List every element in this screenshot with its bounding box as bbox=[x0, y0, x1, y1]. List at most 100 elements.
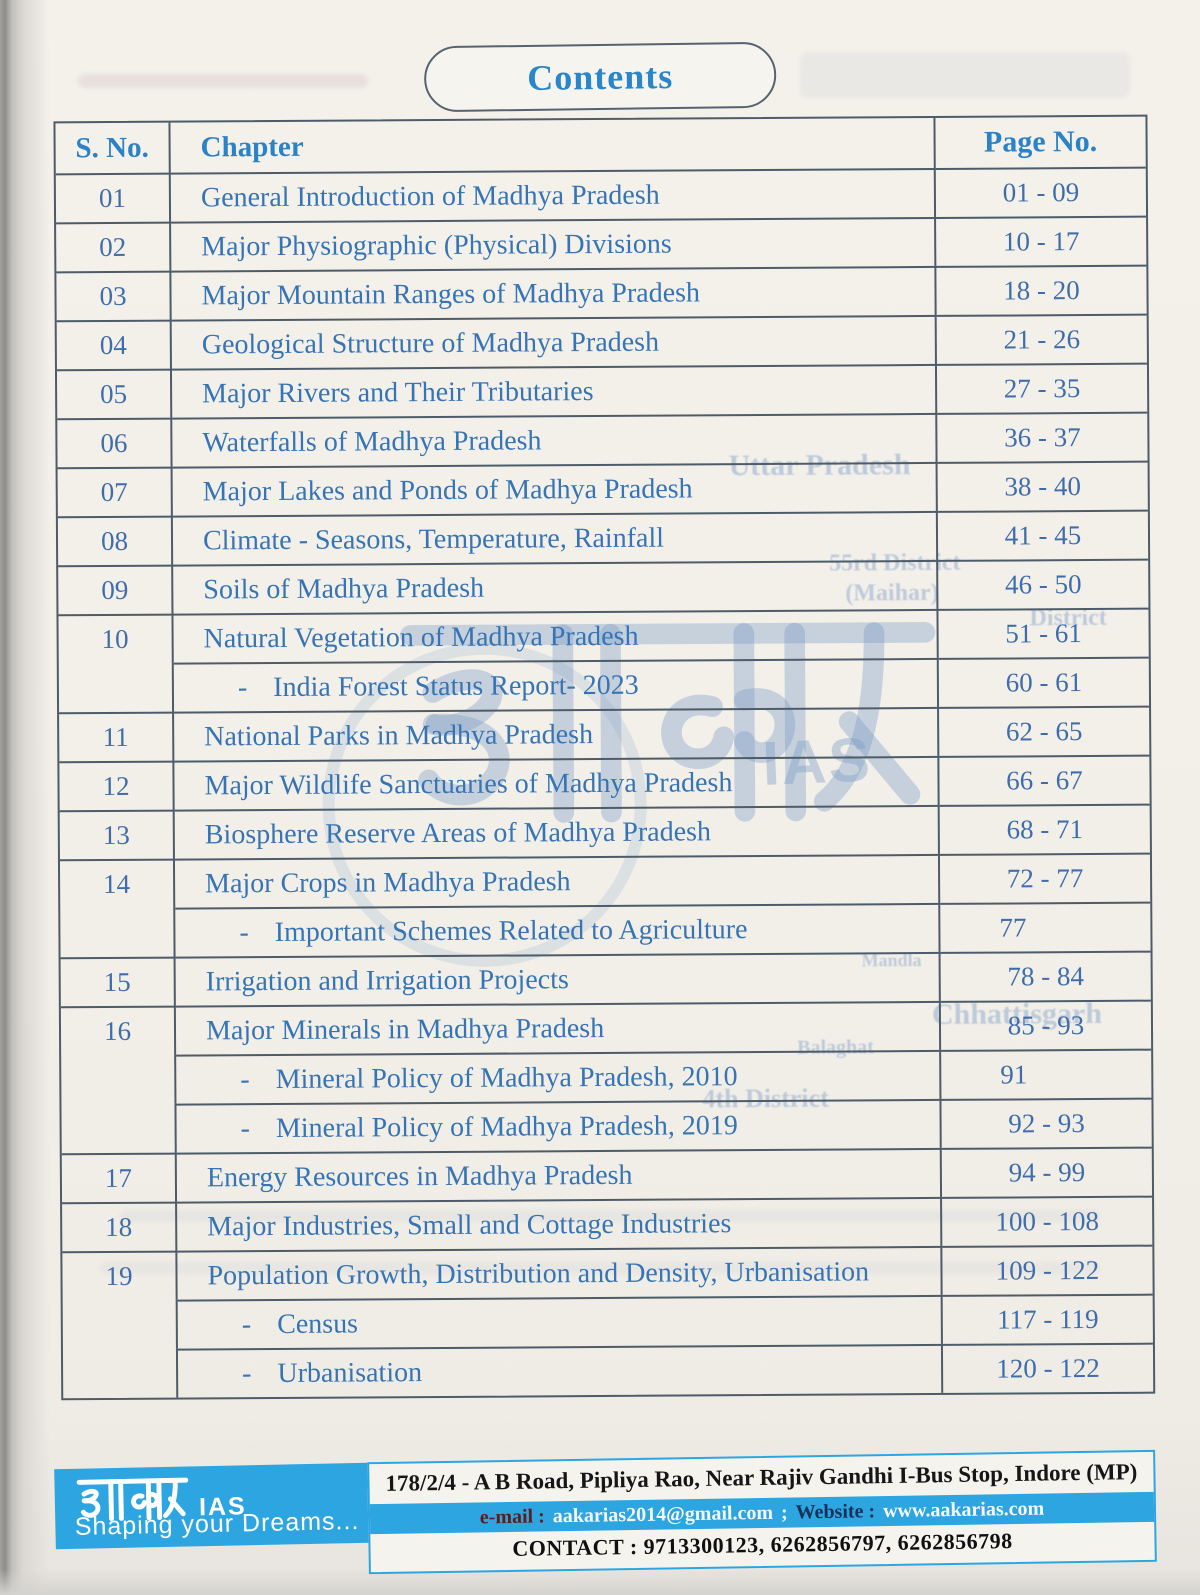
publisher-brand-block: IAS Shaping your Dreams... bbox=[54, 1462, 370, 1550]
row-chapter: Major Industries, Small and Cottage Indu… bbox=[177, 1196, 943, 1251]
page-range: 18 - 20 bbox=[1003, 275, 1080, 306]
chapter-title: Major Lakes and Ponds of Madhya Pradesh bbox=[202, 472, 693, 507]
row-pages: 91 bbox=[941, 1048, 1152, 1099]
table-row: 07 Major Lakes and Ponds of Madhya Prades… bbox=[57, 460, 1148, 517]
table-row: 15 Irrigation and Irrigation Projects 78 -… bbox=[60, 950, 1151, 1007]
row-chapter: - Mineral Policy of Madhya Pradesh, 2019 bbox=[176, 1098, 942, 1153]
table-row: - Census 117 - 119 bbox=[62, 1293, 1153, 1350]
table-row: - Important Schemes Related to Agricultur… bbox=[60, 901, 1151, 958]
contents-table: S. No. Chapter Page No. 01 General Introd… bbox=[53, 114, 1156, 1401]
chapter-title: India Forest Status Report- 2023 bbox=[273, 669, 639, 703]
page-range: 46 - 50 bbox=[1004, 569, 1082, 600]
chapter-title: Mineral Policy of Madhya Pradesh, 2019 bbox=[275, 1109, 738, 1144]
row-pages: 72 - 77 bbox=[939, 852, 1151, 903]
table-row: 02 Major Physiographic (Physical) Divisio… bbox=[56, 215, 1147, 272]
page-range: 60 - 61 bbox=[1005, 667, 1083, 698]
page-range: 41 - 45 bbox=[1004, 520, 1082, 551]
separator: ; bbox=[780, 1501, 788, 1524]
page-range: 01 - 09 bbox=[1002, 177, 1080, 208]
chapter-title: Waterfalls of Madhya Pradesh bbox=[202, 424, 542, 458]
row-chapter: Major Rivers and Their Tributaries bbox=[171, 363, 938, 418]
chapter-title: Major Rivers and Their Tributaries bbox=[202, 375, 594, 409]
row-serial bbox=[61, 1054, 177, 1105]
row-serial: 07 bbox=[57, 466, 173, 517]
table-row: - India Forest Status Report- 2023 60 - 61 bbox=[58, 656, 1150, 713]
page-range: 120 - 122 bbox=[996, 1352, 1100, 1384]
row-chapter: - India Forest Status Report- 2023 bbox=[173, 657, 940, 712]
page-range: 27 - 35 bbox=[1003, 373, 1081, 404]
row-serial bbox=[62, 1348, 179, 1399]
row-chapter: - Important Schemes Related to Agricultur… bbox=[175, 902, 941, 957]
row-chapter: Major Crops in Madhya Pradesh bbox=[174, 853, 941, 908]
table-row: 13 Biosphere Reserve Areas of Madhya Prad… bbox=[59, 803, 1150, 860]
email-value: aakarias2014@gmail.com bbox=[552, 1501, 774, 1527]
table-row: 18 Major Industries, Small and Cottage In… bbox=[62, 1195, 1153, 1252]
row-chapter: Waterfalls of Madhya Pradesh bbox=[172, 412, 938, 467]
row-pages: 62 - 65 bbox=[939, 705, 1150, 756]
bleedthrough-smudge bbox=[100, 1262, 1100, 1274]
row-serial bbox=[62, 1299, 178, 1350]
row-serial: 03 bbox=[56, 270, 172, 321]
sub-item-dash: - bbox=[241, 1308, 252, 1340]
row-pages: 46 - 50 bbox=[938, 558, 1149, 609]
email-label: e-mail : bbox=[479, 1504, 545, 1528]
row-chapter: National Parks in Madhya Pradesh bbox=[174, 706, 940, 761]
row-serial: 04 bbox=[56, 319, 172, 370]
aakar-devanagari-logo-icon bbox=[399, 621, 936, 823]
sub-item-dash: - bbox=[240, 1063, 250, 1095]
row-serial bbox=[60, 907, 176, 958]
table-row: 10 Natural Vegetation of Madhya Pradesh 51… bbox=[58, 607, 1149, 664]
page-range: 66 - 67 bbox=[1006, 765, 1083, 796]
page-range: 92 - 93 bbox=[1008, 1108, 1085, 1139]
table-row: 01 General Introduction of Madhya Pradesh… bbox=[55, 166, 1147, 223]
chapter-title: Major Minerals in Madhya Pradesh bbox=[205, 1012, 605, 1046]
chapter-title: Soils of Madhya Pradesh bbox=[203, 572, 485, 605]
bleedthrough-smudge bbox=[120, 1210, 1100, 1222]
row-pages: 92 - 93 bbox=[941, 1097, 1152, 1148]
row-chapter: Climate - Seasons, Temperature, Rainfall bbox=[172, 510, 939, 565]
row-serial: 18 bbox=[62, 1201, 178, 1252]
page-range: 10 - 17 bbox=[1002, 226, 1080, 257]
page-range: 21 - 26 bbox=[1003, 324, 1081, 355]
table-header-row: S. No. Chapter Page No. bbox=[55, 117, 1145, 174]
chapter-title: Major Industries, Small and Cottage Indu… bbox=[207, 1207, 732, 1242]
row-pages: 100 - 108 bbox=[942, 1195, 1153, 1246]
row-serial: 02 bbox=[56, 221, 172, 272]
table-row: 19 Population Growth, Distribution and De… bbox=[62, 1244, 1153, 1301]
chapter-title: Geological Structure of Madhya Pradesh bbox=[201, 326, 660, 360]
row-serial: 10 bbox=[58, 613, 174, 664]
table-row: 03 Major Mountain Ranges of Madhya Prades… bbox=[56, 264, 1147, 321]
page-range: 51 - 61 bbox=[1005, 618, 1082, 649]
row-chapter: - Mineral Policy of Madhya Pradesh, 2010 bbox=[176, 1049, 942, 1104]
contents-title-box: Contents bbox=[423, 41, 777, 113]
chapter-title: Population Growth, Distribution and Dens… bbox=[207, 1255, 870, 1291]
table-row: 08 Climate - Seasons, Temperature, Rainfa… bbox=[57, 509, 1149, 566]
contents-table-rows: 01 General Introduction of Madhya Pradesh… bbox=[55, 166, 1154, 1399]
website-label: Website : bbox=[795, 1499, 876, 1523]
row-pages: 77 bbox=[940, 901, 1151, 952]
brand-tagline: Shaping your Dreams... bbox=[74, 1506, 360, 1541]
row-pages: 94 - 99 bbox=[941, 1146, 1153, 1197]
row-pages: 109 - 122 bbox=[942, 1244, 1153, 1295]
row-chapter: Major Mountain Ranges of Madhya Pradesh bbox=[171, 265, 937, 320]
row-serial: 14 bbox=[59, 858, 176, 909]
row-serial: 11 bbox=[59, 711, 175, 762]
row-pages: 78 - 84 bbox=[940, 950, 1151, 1001]
bleedthrough-smudge bbox=[800, 52, 1130, 98]
page-range: 78 - 84 bbox=[1007, 961, 1085, 992]
website-value: www.aakarias.com bbox=[882, 1497, 1045, 1522]
row-pages: 10 - 17 bbox=[936, 215, 1147, 266]
chapter-title: Urbanisation bbox=[277, 1356, 423, 1389]
row-pages: 36 - 37 bbox=[937, 411, 1148, 462]
table-row: 11 National Parks in Madhya Pradesh 62 - 6… bbox=[59, 705, 1150, 762]
table-row: 04 Geological Structure of Madhya Pradesh… bbox=[56, 313, 1147, 370]
sub-item-dash: - bbox=[239, 916, 249, 948]
bleedthrough-smudge bbox=[78, 74, 368, 88]
row-serial: 05 bbox=[56, 368, 173, 419]
page-range: 100 - 108 bbox=[995, 1205, 1100, 1237]
row-pages: 27 - 35 bbox=[936, 362, 1148, 413]
chapter-title: Biosphere Reserve Areas of Madhya Prades… bbox=[204, 815, 712, 850]
row-chapter: Major Wildlife Sanctuaries of Madhya Pra… bbox=[174, 755, 940, 810]
row-pages: 41 - 45 bbox=[937, 509, 1149, 560]
page-title: Contents bbox=[526, 56, 674, 98]
